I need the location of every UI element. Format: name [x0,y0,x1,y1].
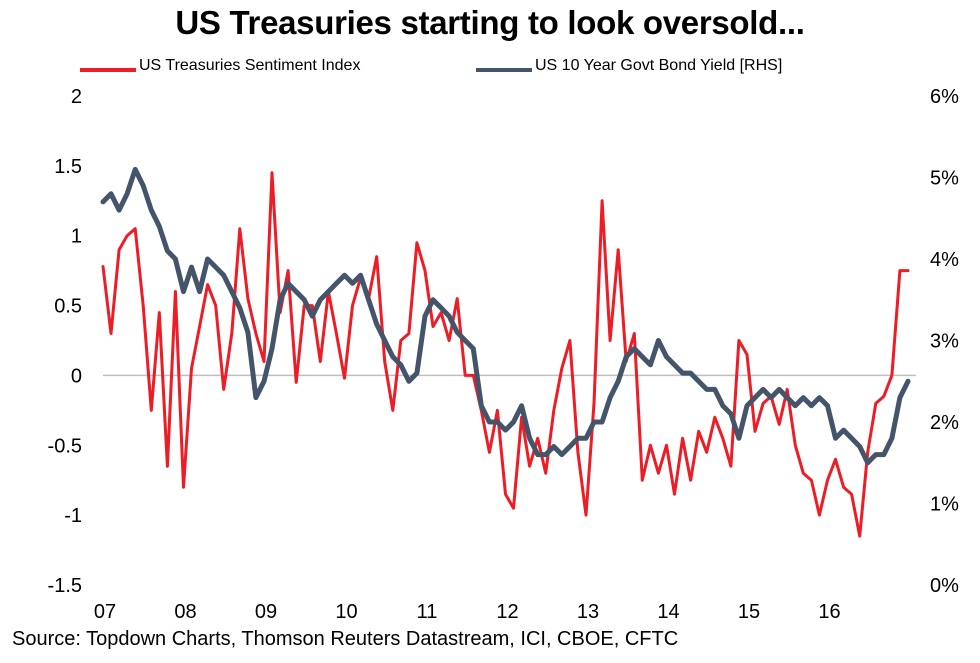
x-axis-tick-label: 13 [577,601,599,623]
legend-swatch-yield [476,68,532,72]
x-axis-tick-label: 08 [174,601,196,623]
source-note: Source: Topdown Charts, Thomson Reuters … [12,628,679,650]
right-axis-tick-label: 3% [930,331,959,353]
right-axis-tick-label: 2% [930,412,959,434]
x-axis-tick-label: 12 [496,601,518,623]
left-axis-tick-label: 0.5 [54,296,82,318]
left-axis-tick-label: -1.5 [48,575,82,597]
left-axis-tick-label: -0.5 [48,435,82,457]
legend-label-yield: US 10 Year Govt Bond Yield [RHS] [535,57,783,74]
x-axis-tick-label: 07 [94,601,116,623]
left-axis-tick-label: 0 [71,365,82,387]
x-axis-tick-label: 14 [657,601,679,623]
chart-legend: US Treasuries Sentiment Index US 10 Year… [0,57,980,83]
legend-label-sentiment: US Treasuries Sentiment Index [139,57,361,74]
x-axis-tick-label: 15 [738,601,760,623]
x-axis-tick-label: 09 [255,601,277,623]
left-axis-tick-label: 1 [71,226,82,248]
legend-swatch-sentiment [80,68,136,72]
left-axis-tick-label: 2 [71,86,82,108]
right-axis-tick-label: 4% [930,249,959,271]
x-axis-tick-label: 16 [818,601,840,623]
x-axis-tick-label: 10 [335,601,357,623]
bond-yield-line [100,166,911,466]
right-axis-tick-label: 1% [930,494,959,516]
sentiment-index-line [101,171,910,538]
left-axis-tick-label: -1 [64,505,82,527]
x-axis-tick-label: 11 [417,601,438,623]
chart-title: US Treasuries starting to look oversold.… [175,4,805,41]
right-axis-tick-label: 5% [930,168,959,190]
right-axis-tick-label: 6% [930,86,959,108]
left-axis-tick-label: 1.5 [54,156,82,178]
right-axis-tick-label: 0% [930,575,959,597]
